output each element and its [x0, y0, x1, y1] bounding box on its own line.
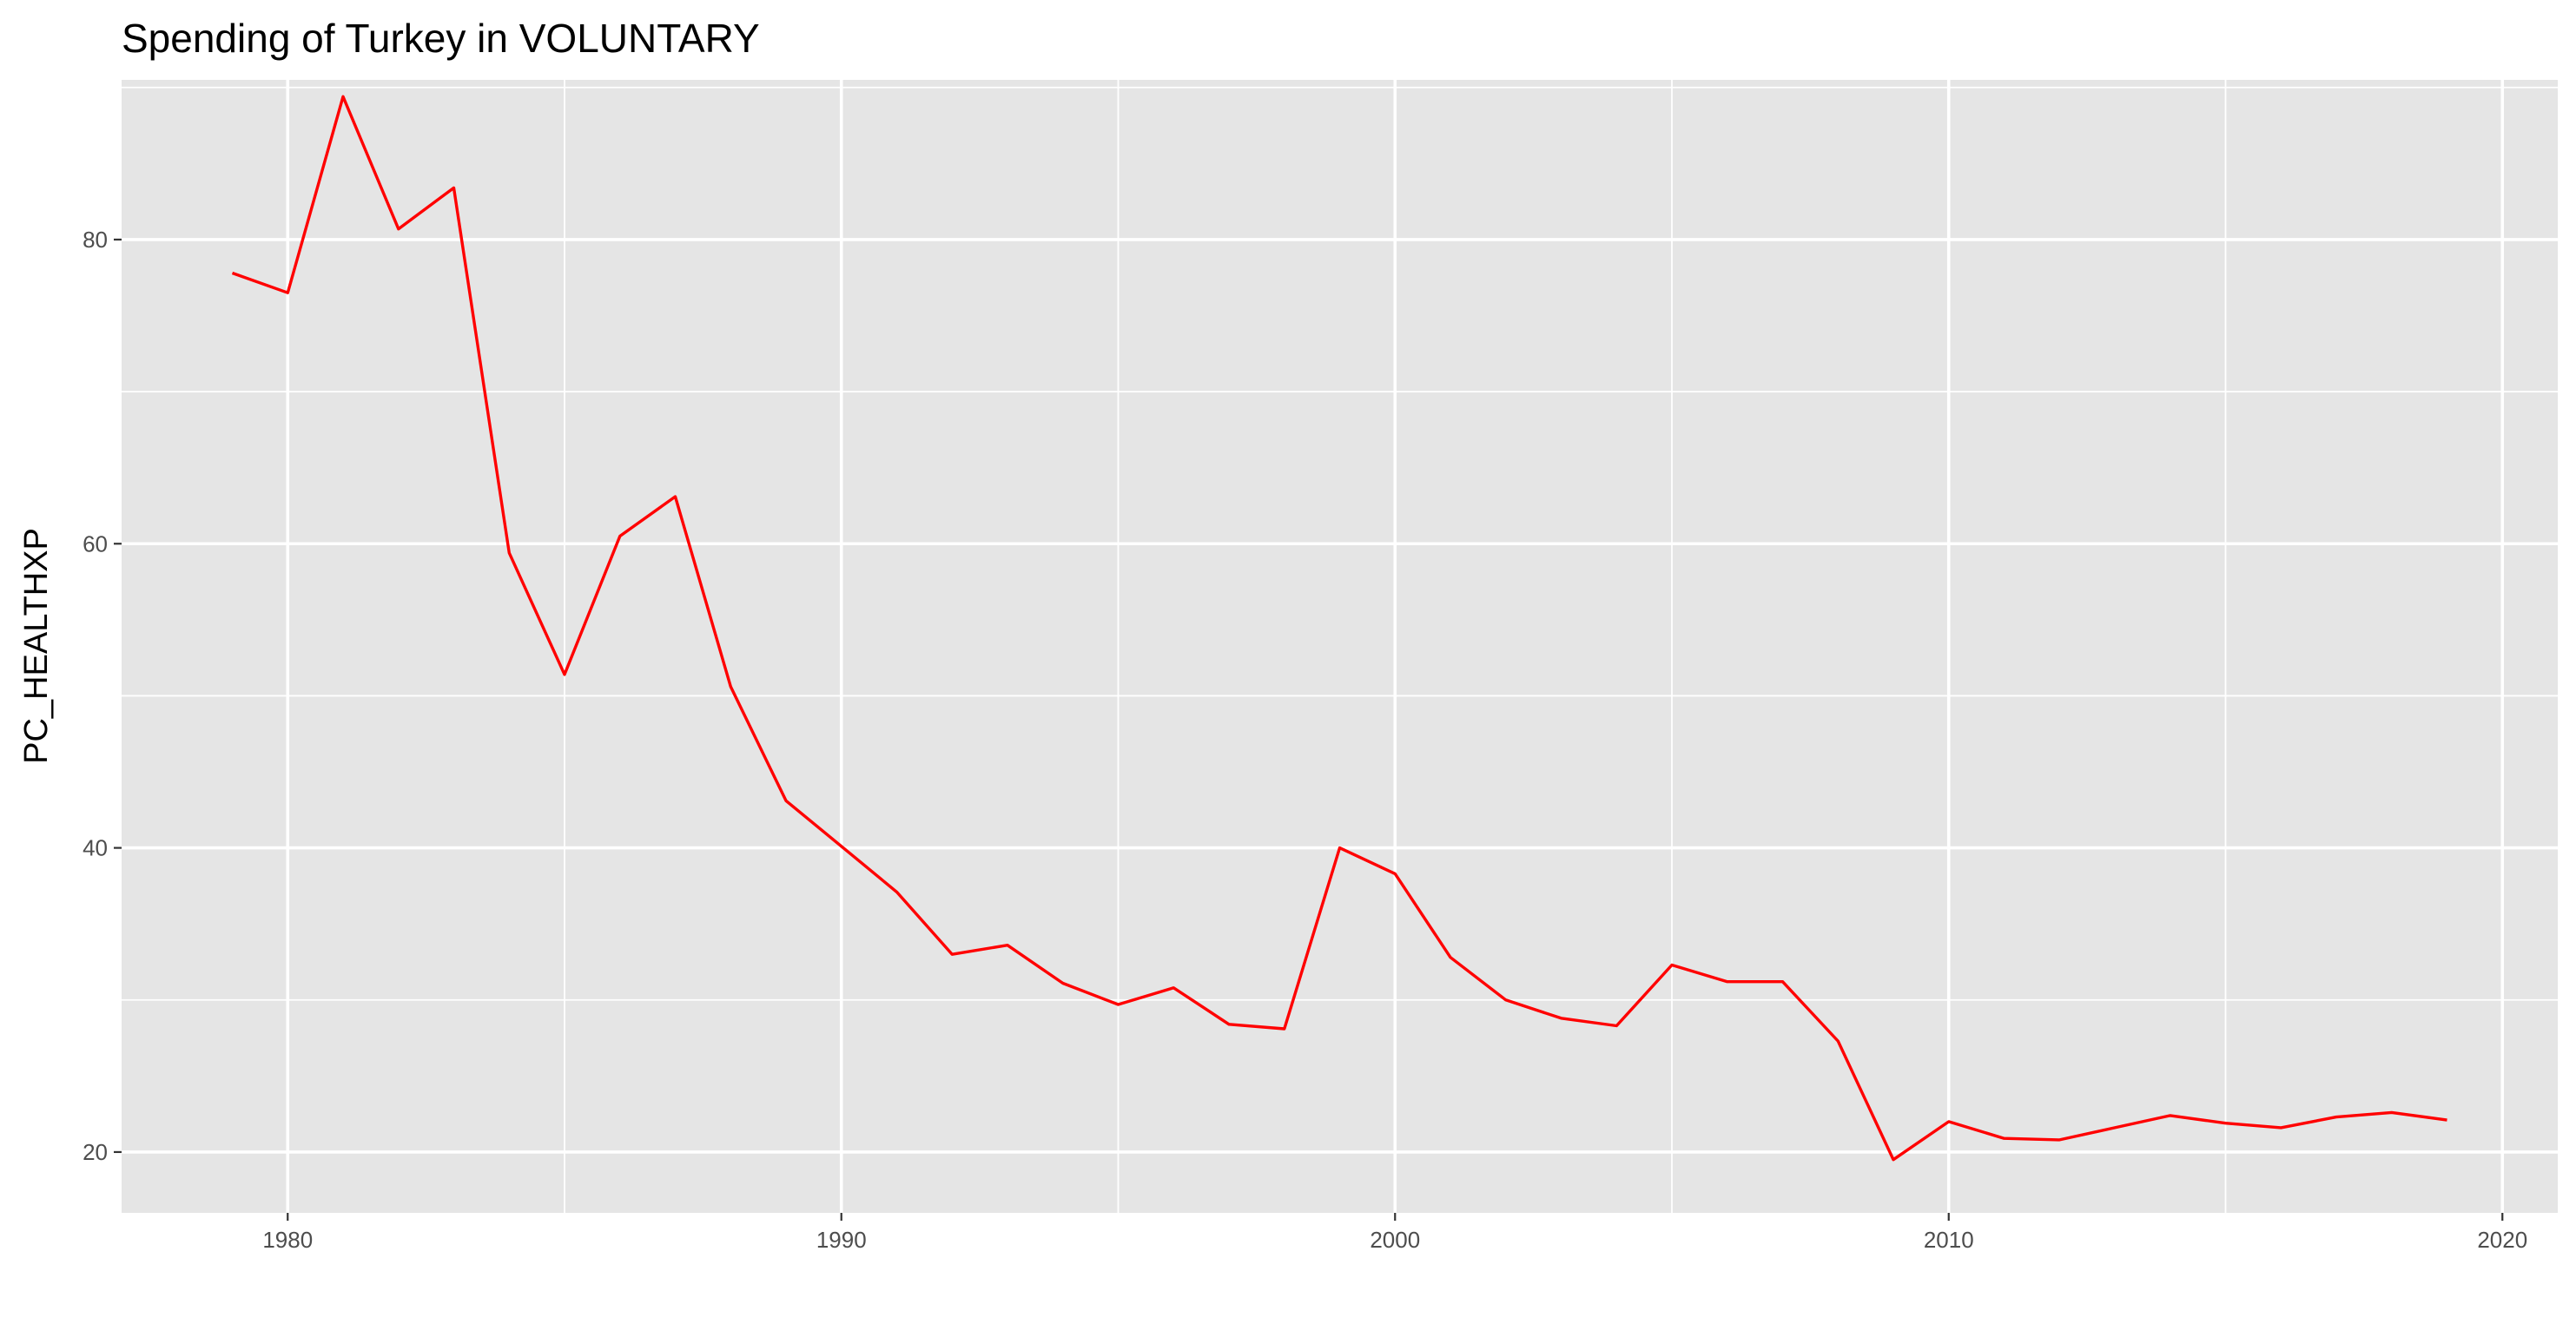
- minor-gridlines: [122, 80, 2558, 1213]
- series-layer: [231, 95, 2447, 1162]
- x-tick-label: 2010: [1924, 1227, 1974, 1253]
- series-line: [231, 95, 2447, 1162]
- y-axis-title: PC_HEALTHXP: [18, 528, 55, 764]
- y-tick-label: 40: [83, 835, 108, 861]
- plot-panel: [122, 80, 2558, 1213]
- chart-title: Spending of Turkey in VOLUNTARY: [122, 16, 760, 61]
- x-tick-label: 1980: [262, 1227, 313, 1253]
- y-tick-label: 60: [83, 530, 108, 557]
- x-tick-label: 1990: [816, 1227, 867, 1253]
- y-tick-label: 20: [83, 1139, 108, 1165]
- x-tick-label: 2000: [1370, 1227, 1420, 1253]
- x-tick-label: 2020: [2477, 1227, 2527, 1253]
- major-gridlines: [122, 80, 2558, 1213]
- y-axis: 20 40 60 80: [83, 227, 122, 1165]
- x-axis: 1980 1990 2000 2010 2020: [262, 1213, 2527, 1253]
- y-tick-label: 80: [83, 227, 108, 253]
